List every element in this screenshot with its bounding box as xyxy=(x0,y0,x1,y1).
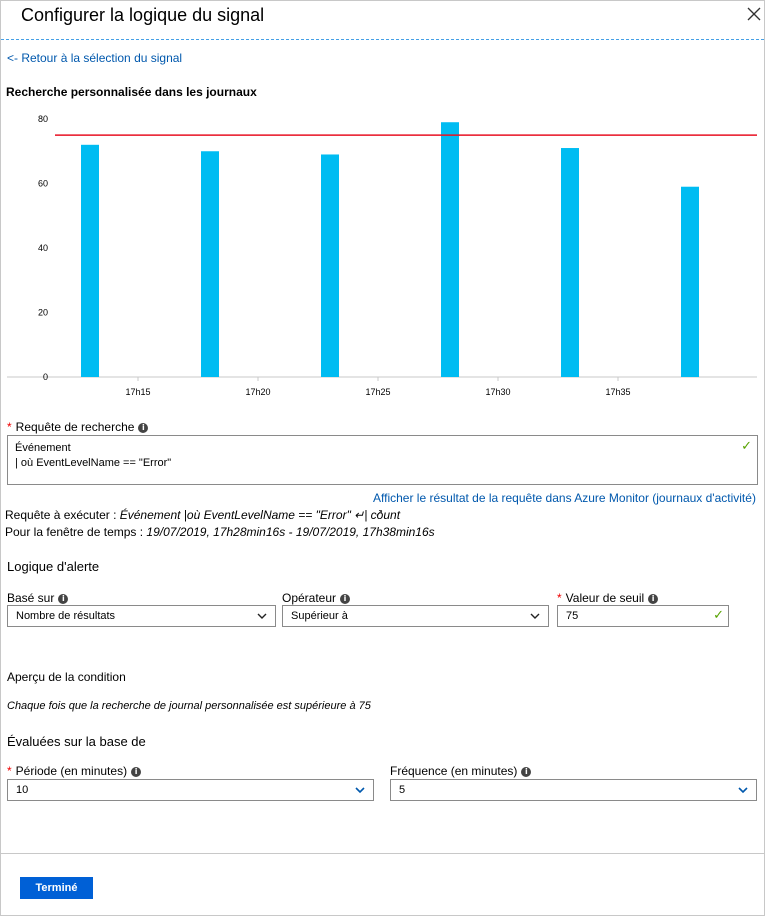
query-label-row: * Requête de recherche i xyxy=(7,420,149,434)
external-link-icon: ↗ xyxy=(375,508,384,519)
query-label: Requête de recherche xyxy=(15,420,135,434)
info-icon[interactable]: i xyxy=(521,766,532,777)
period-label: Période (en minutes) xyxy=(15,764,128,778)
info-icon[interactable]: i xyxy=(340,593,351,604)
threshold-input[interactable]: 75 ✓ xyxy=(557,605,729,627)
condition-preview-text: Chaque fois que la recherche de journal … xyxy=(7,700,371,712)
required-marker: * xyxy=(7,420,12,434)
y-tick-label: 0 xyxy=(43,372,48,382)
evaluated-title: Évaluées sur la base de xyxy=(7,734,146,749)
query-line-2: | où EventLevelName == "Error" xyxy=(15,457,172,469)
frequency-label: Fréquence (en minutes) xyxy=(390,764,518,778)
required-marker: * xyxy=(7,764,12,778)
info-icon[interactable]: i xyxy=(58,593,69,604)
based-on-select[interactable]: Nombre de résultats xyxy=(7,605,276,627)
panel-title: Configurer la logique du signal xyxy=(21,5,265,25)
chevron-down-icon xyxy=(738,787,748,794)
chevron-down-icon xyxy=(530,613,540,619)
threshold-value: 75 xyxy=(566,610,579,622)
operator-value: Supérieur à xyxy=(291,610,348,622)
bar xyxy=(81,144,99,377)
frequency-select[interactable]: 5 xyxy=(390,779,757,801)
results-chart: 0 20 40 60 80 17h15 17h20 17h25 17h30 17h35 xyxy=(7,114,757,397)
threshold-label-row: * Valeur de seuil i xyxy=(557,591,659,605)
operator-label: Opérateur xyxy=(282,591,337,605)
period-select[interactable]: 10 xyxy=(7,779,374,801)
query-line-1: Événement xyxy=(15,442,71,454)
bar xyxy=(441,122,459,377)
x-tick-label: 17h25 xyxy=(365,387,390,397)
chevron-down-icon xyxy=(355,787,365,794)
query-to-run-value: Événement |où EventLevelName == "Error" … xyxy=(119,508,401,522)
query-to-run-label: Requête à exécuter : xyxy=(5,508,117,522)
y-tick-label: 60 xyxy=(38,179,48,189)
condition-preview-title: Aperçu de la condition xyxy=(7,670,126,684)
check-icon: ✓ xyxy=(713,608,724,623)
based-on-label: Basé sur xyxy=(7,591,55,605)
chart-section-title: Recherche personnalisée dans les journau… xyxy=(6,85,257,99)
operator-label-row: Opérateur i xyxy=(282,591,351,605)
x-tick-label: 17h20 xyxy=(245,387,270,397)
chevron-down-icon xyxy=(257,613,267,619)
query-textarea[interactable]: Événement | où EventLevelName == "Error"… xyxy=(7,435,758,485)
period-label-row: * Période (en minutes) i xyxy=(7,764,142,778)
period-value: 10 xyxy=(16,784,29,796)
view-results-link[interactable]: Afficher le résultat de la requête dans … xyxy=(373,491,764,519)
x-tick-label: 17h15 xyxy=(125,387,150,397)
x-tick-label: 17h30 xyxy=(485,387,510,397)
time-window-value: 19/07/2019, 17h28min16s - 19/07/2019, 17… xyxy=(146,525,435,539)
bar xyxy=(681,186,699,377)
back-link[interactable]: <- Retour à la sélection du signal xyxy=(7,51,183,65)
close-icon[interactable] xyxy=(745,5,763,23)
based-on-label-row: Basé sur i xyxy=(7,591,69,605)
y-tick-label: 80 xyxy=(38,114,48,124)
check-icon: ✓ xyxy=(741,439,752,454)
based-on-value: Nombre de résultats xyxy=(16,610,116,622)
time-window-label: Pour la fenêtre de temps : xyxy=(5,525,144,539)
operator-select[interactable]: Supérieur à xyxy=(282,605,549,627)
bar xyxy=(201,151,219,377)
x-tick-label: 17h35 xyxy=(605,387,630,397)
y-tick-label: 40 xyxy=(38,243,48,253)
header-divider xyxy=(1,39,764,40)
info-icon[interactable]: i xyxy=(138,422,149,433)
threshold-label: Valeur de seuil xyxy=(565,591,645,605)
frequency-label-row: Fréquence (en minutes) i xyxy=(390,764,532,778)
required-marker: * xyxy=(557,591,562,605)
frequency-value: 5 xyxy=(399,784,406,796)
time-window: Pour la fenêtre de temps : 19/07/2019, 1… xyxy=(5,525,435,539)
bar xyxy=(561,148,579,377)
y-tick-label: 20 xyxy=(38,308,48,318)
query-to-run: Requête à exécuter : Événement |où Event… xyxy=(5,508,400,522)
done-button[interactable]: Terminé xyxy=(20,877,93,899)
info-icon[interactable]: i xyxy=(131,766,142,777)
view-results-link-text: Afficher le résultat de la requête dans … xyxy=(373,491,756,505)
footer-divider xyxy=(1,853,764,854)
bar xyxy=(321,154,339,377)
info-icon[interactable]: i xyxy=(648,593,659,604)
alert-logic-title: Logique d'alerte xyxy=(7,559,100,574)
